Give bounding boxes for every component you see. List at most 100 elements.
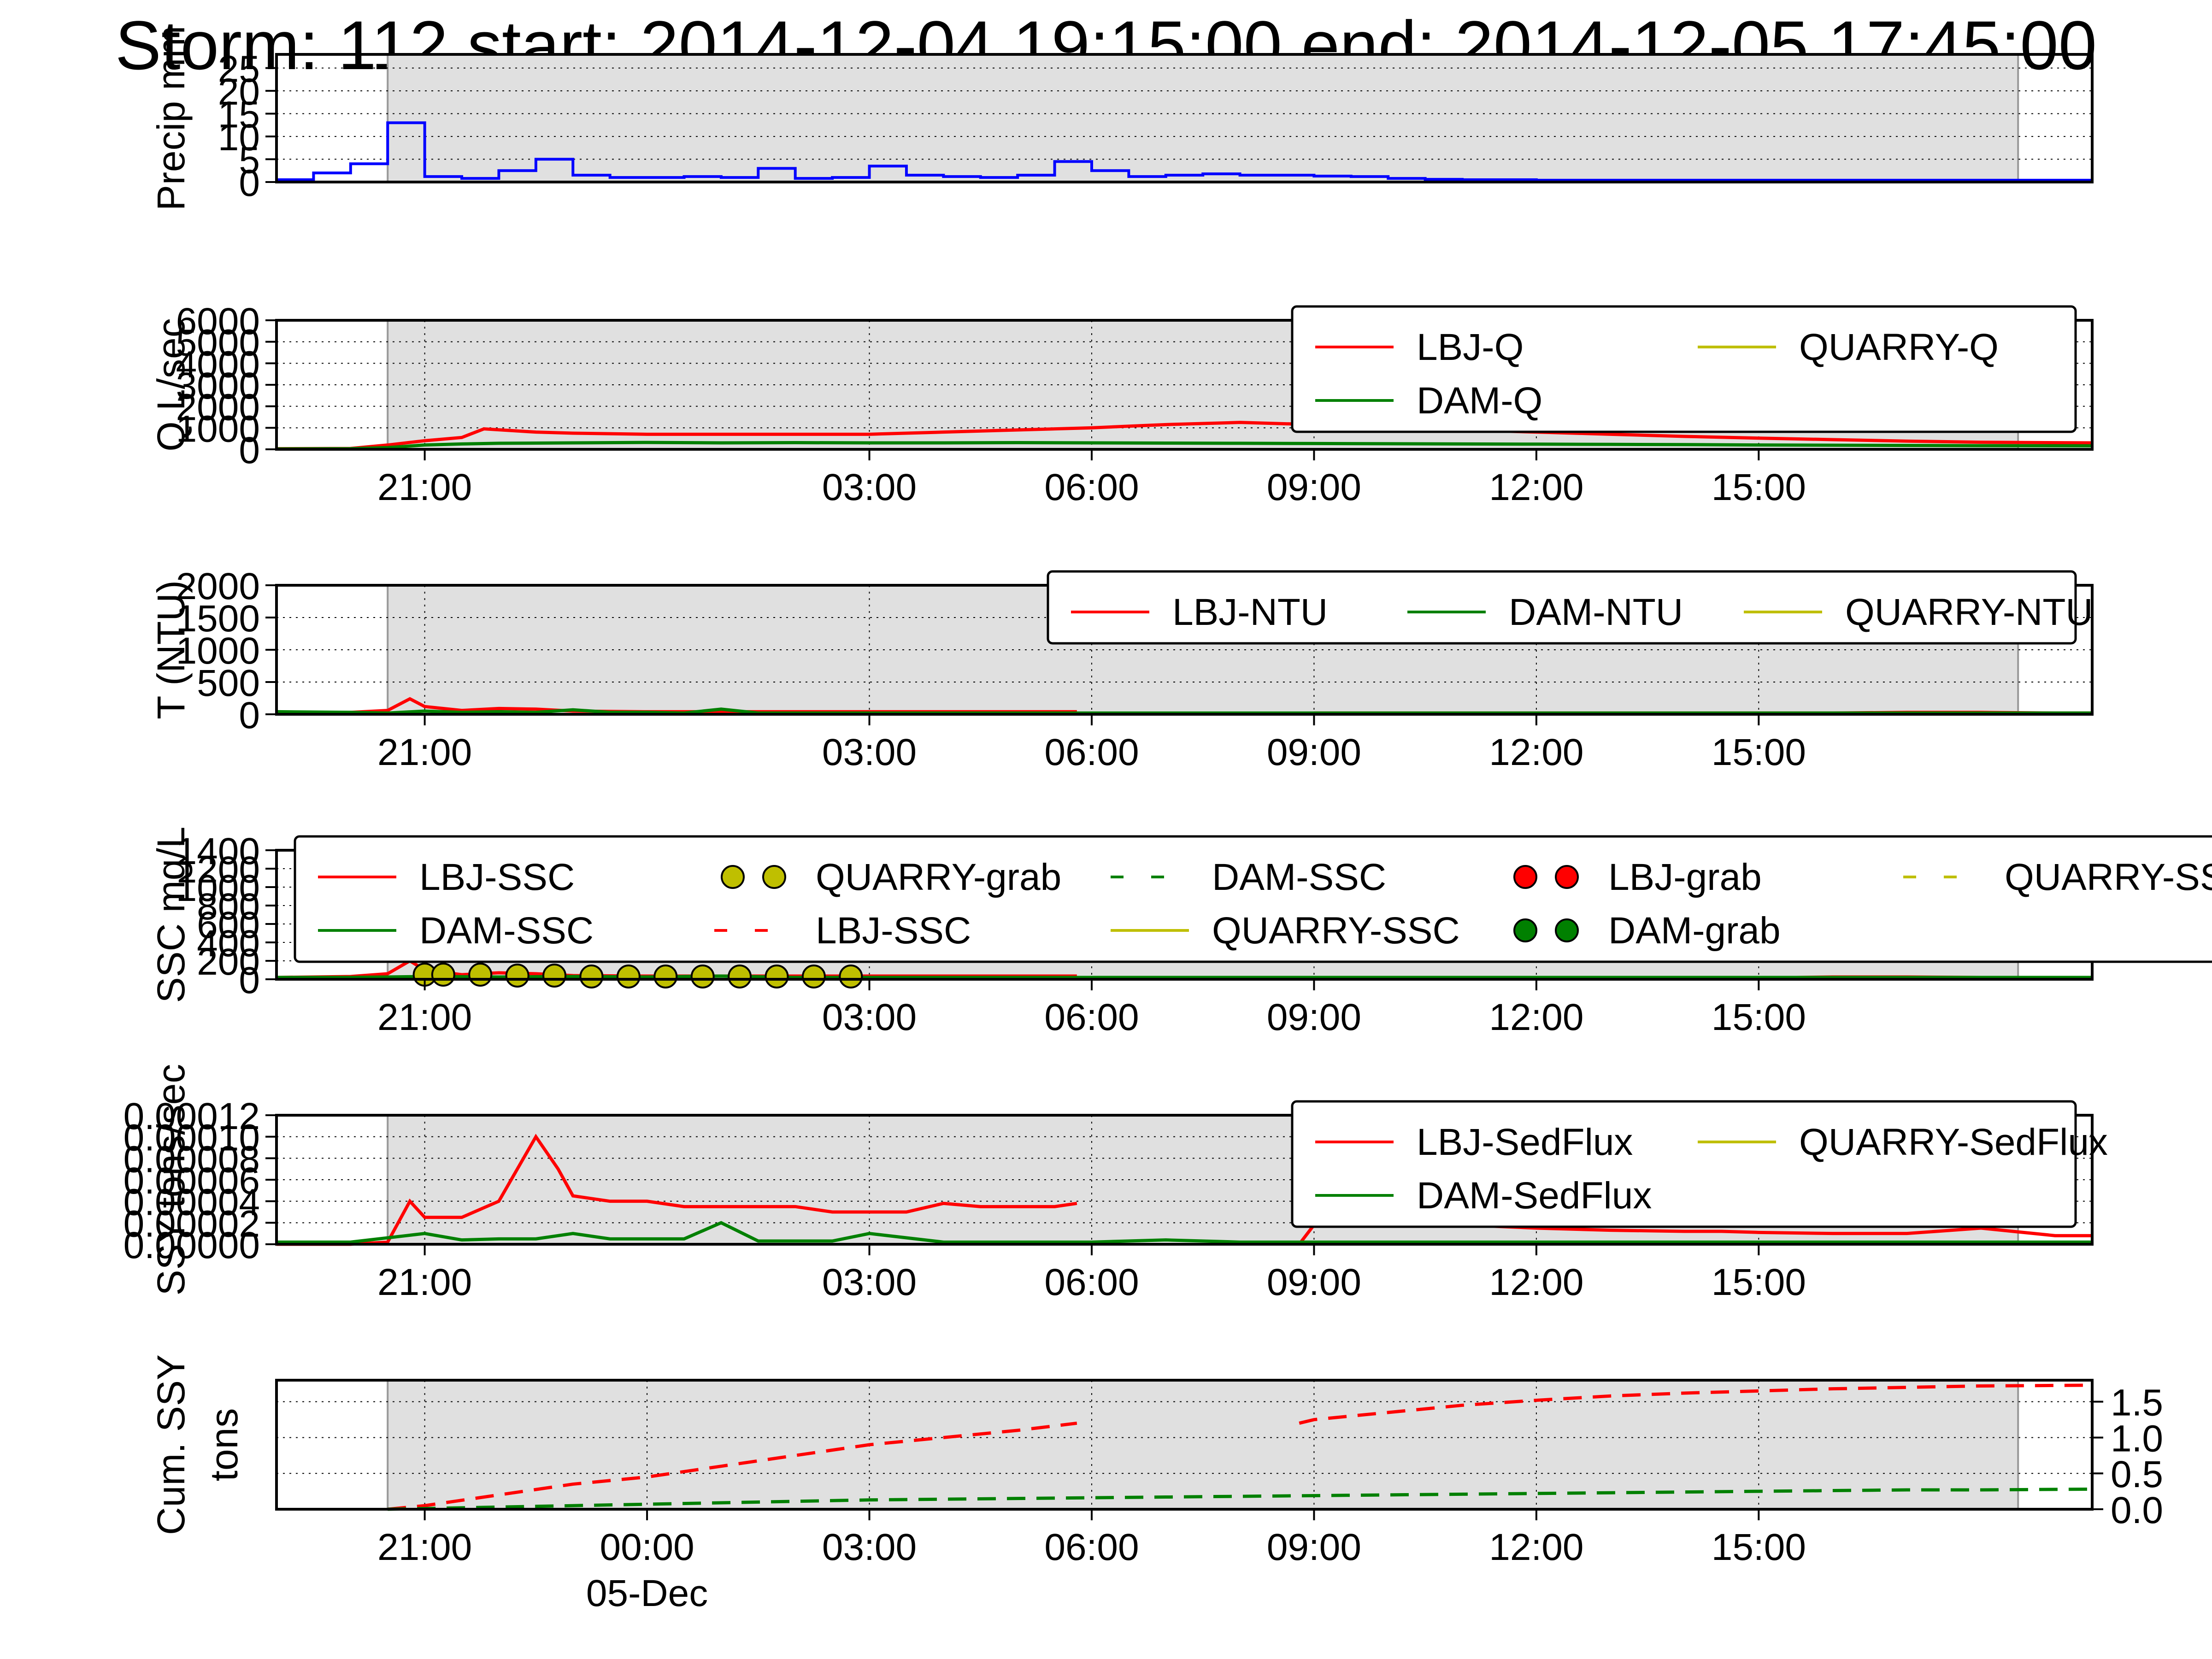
y-tick-label: 0 — [239, 162, 260, 204]
legend-label: DAM-grab — [1608, 910, 1781, 952]
y-tick-label: 600 — [197, 904, 260, 946]
y-tick-label: 0.0 — [2111, 1489, 2163, 1531]
x-tick-label: 12:00 — [1489, 1261, 1583, 1303]
panel-sedflux: 0.000000.000020.000040.000060.000080.000… — [124, 1064, 2108, 1303]
legend: LBJ-Q DAM-Q QUARRY-Q — [1291, 305, 2077, 433]
y-tick-label: 0.5 — [2111, 1453, 2163, 1495]
legend-label: DAM-Q — [1417, 380, 1542, 422]
y-tick-label: 0 — [239, 429, 260, 471]
series-marker-quarry-grab — [839, 965, 863, 988]
y-tick-label: 5000 — [176, 322, 260, 364]
y-tick-label: 0.00000 — [124, 1224, 260, 1266]
legend-label: QUARRY-grab — [816, 856, 1061, 898]
legend-label: LBJ-Q — [1417, 326, 1524, 368]
y-tick-label: 200 — [197, 941, 260, 983]
legend-label: LBJ-grab — [1608, 856, 1762, 898]
series-marker-quarry-grab — [579, 965, 604, 988]
y-axis-label-2: tons — [202, 1408, 246, 1482]
series-line-dam-sedflux — [276, 1221, 2092, 1244]
legend-label: QUARRY-SSC — [1212, 910, 1460, 952]
y-tick-label: 10 — [218, 117, 260, 159]
x-tick-label: 12:00 — [1489, 1526, 1583, 1568]
legend-marker — [721, 865, 745, 889]
y-axis-label: T (NTU) — [149, 580, 193, 719]
y-tick-label: 5 — [239, 140, 260, 182]
x-tick-label: 03:00 — [822, 1526, 917, 1568]
x-tick-label: 12:00 — [1489, 731, 1583, 773]
y-axis-label: Cum. SSY — [149, 1354, 193, 1535]
legend: LBJ-NTU DAM-NTU QUARRY-NTU — [1047, 570, 2093, 645]
y-tick-label: 800 — [197, 886, 260, 928]
y-tick-label: 1000 — [176, 630, 260, 672]
y-tick-label: 0.00004 — [124, 1182, 260, 1224]
y-tick-label: 1000 — [176, 867, 260, 909]
y-tick-label: 20 — [218, 71, 260, 113]
legend-frame — [1291, 305, 2077, 433]
x-tick-label: 09:00 — [1267, 466, 1361, 508]
y-tick-label: 6000 — [176, 300, 260, 342]
legend-frame — [1291, 1100, 2077, 1228]
legend: LBJ-SedFlux DAM-SedFlux QUARRY-SedFlux — [1291, 1100, 2108, 1228]
legend-label: QUARRY-Q — [1799, 326, 1999, 368]
x-tick-label: 06:00 — [1044, 466, 1139, 508]
legend-marker — [1555, 918, 1579, 942]
x-tick-label: 21:00 — [377, 996, 472, 1038]
storm-shade — [388, 1380, 2018, 1509]
legend-label: LBJ-NTU — [1172, 591, 1328, 633]
series-line-series-0 — [387, 1421, 1077, 1511]
x-tick-label: 15:00 — [1712, 466, 1806, 508]
y-tick-label: 1000 — [176, 408, 260, 450]
x-tick-label: 06:00 — [1044, 1526, 1139, 1568]
y-tick-label: 0.00006 — [124, 1160, 260, 1202]
series-marker-quarry-grab — [653, 965, 678, 988]
x-tick-label: 03:00 — [822, 466, 917, 508]
x-tick-label: 09:00 — [1267, 1526, 1361, 1568]
x-tick-label: 09:00 — [1267, 996, 1361, 1038]
series-line-lbj-q — [276, 421, 2093, 451]
x-tick-label: 21:00 — [377, 731, 472, 773]
series-line-series-1 — [388, 1487, 2093, 1511]
y-axis-label: Q L/sec — [149, 318, 193, 451]
y-tick-label: 400 — [197, 923, 260, 965]
y-tick-label: 0.00008 — [124, 1138, 260, 1180]
storm-shade — [388, 54, 2018, 182]
x-tick-label: 09:00 — [1267, 1261, 1361, 1303]
x-tick-sublabel: 05-Dec — [586, 1572, 708, 1614]
x-tick-label: 06:00 — [1044, 731, 1139, 773]
x-tick-label: 21:00 — [377, 1526, 472, 1568]
axes-frame — [275, 1379, 2094, 1511]
legend-marker — [762, 865, 786, 889]
y-tick-label: 15 — [218, 94, 260, 136]
y-tick-label: 0.00002 — [124, 1203, 260, 1245]
x-tick-label: 15:00 — [1712, 731, 1806, 773]
y-tick-label: 0.00012 — [124, 1095, 260, 1137]
x-tick-label: 03:00 — [822, 1261, 917, 1303]
legend-marker — [1513, 918, 1537, 942]
series-marker-quarry-grab — [616, 965, 641, 988]
legend-label: DAM-NTU — [1509, 591, 1683, 633]
y-tick-label: 500 — [197, 662, 260, 704]
legend-label: DAM-SSC — [1212, 856, 1386, 898]
legend-marker — [1555, 865, 1579, 889]
y-tick-label: 0 — [239, 694, 260, 736]
legend-label: LBJ-SSC — [419, 856, 575, 898]
x-tick-label: 12:00 — [1489, 466, 1583, 508]
y-axis-label: SSY tons/sec — [149, 1064, 193, 1296]
legend-label: QUARRY-SSC — [2005, 856, 2212, 898]
x-tick-label: 03:00 — [822, 731, 917, 773]
legend-label: QUARRY-NTU — [1845, 591, 2093, 633]
series-marker-quarry-grab — [765, 965, 789, 988]
y-tick-label: 0 — [239, 959, 260, 1001]
legend-label: LBJ-SSC — [816, 910, 971, 952]
series-line-dam-q — [276, 441, 2093, 451]
y-tick-label: 3000 — [176, 365, 260, 407]
series-marker-quarry-grab — [728, 965, 752, 988]
legend-label: LBJ-SedFlux — [1417, 1121, 1633, 1163]
series-line-dam-ssc — [276, 974, 2092, 979]
x-tick-label: 15:00 — [1712, 996, 1806, 1038]
legend: LBJ-SSC DAM-SSC QUARRY-grab LBJ-SSC DAM-SSC Q… — [294, 835, 2212, 963]
